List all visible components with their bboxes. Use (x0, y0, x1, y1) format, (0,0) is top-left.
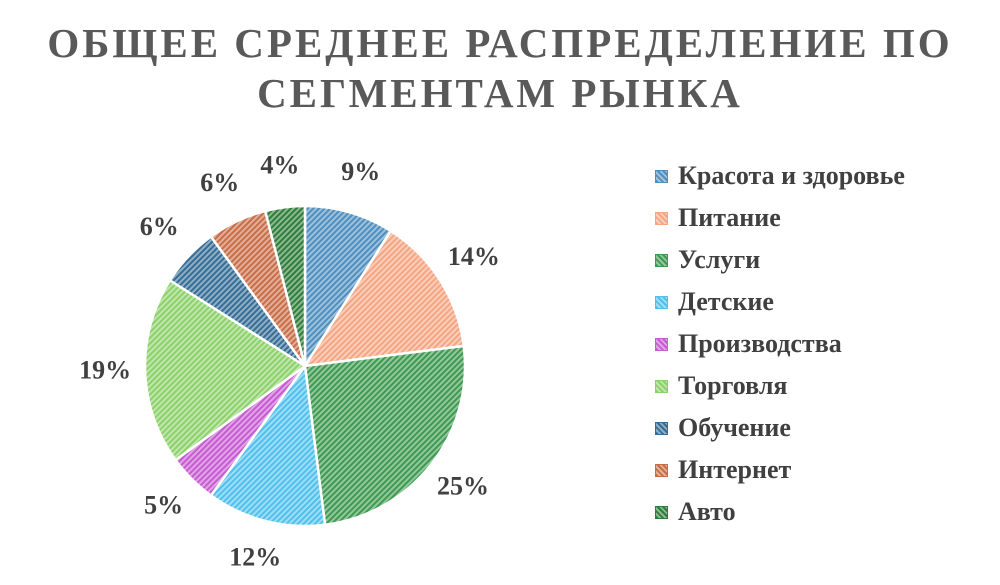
chart-title-line-1: ОБЩЕЕ СРЕДНЕЕ РАСПРЕДЕЛЕНИЕ ПО (47, 20, 953, 66)
pie-slice-2 (302, 229, 466, 368)
legend-item: Услуги (655, 239, 905, 281)
legend-swatch (655, 253, 668, 267)
chart-legend: Красота и здоровье Питание Услуги Детские Пр… (655, 155, 905, 533)
legend-item: Производства (655, 323, 905, 365)
legend-label: Питание (678, 203, 781, 232)
legend-item: Питание (655, 197, 905, 239)
pie-slice-4 (209, 362, 327, 528)
legend-label: Интернет (678, 455, 792, 484)
pie-slice-3 (303, 344, 467, 527)
data-label-4: 12% (229, 543, 281, 572)
legend-label: Производства (678, 329, 842, 358)
legend-item: Авто (655, 491, 905, 533)
pie-slice-9 (263, 204, 307, 367)
pie-slice-6 (143, 278, 308, 462)
legend-item: Красота и здоровье (655, 155, 905, 197)
legend-item: Обучение (655, 407, 905, 449)
data-label-5: 5% (144, 490, 183, 519)
data-label-3: 25% (437, 472, 489, 501)
legend-label: Обучение (678, 413, 791, 442)
chart-title: ОБЩЕЕ СРЕДНЕЕ РАСПРЕДЕЛЕНИЕ ПО СЕГМЕНТАМ… (0, 18, 1000, 118)
legend-label: Детские (678, 287, 774, 316)
legend-swatch (655, 379, 668, 393)
legend-swatch (655, 295, 668, 309)
legend-item: Торговля (655, 365, 905, 407)
legend-label: Торговля (678, 371, 788, 400)
data-label-7: 6% (140, 212, 179, 241)
legend-swatch (655, 211, 668, 225)
chart-title-line-2: СЕГМЕНТАМ РЫНКА (257, 70, 743, 116)
data-label-8: 6% (200, 168, 239, 197)
data-label-1: 9% (341, 157, 380, 186)
legend-item: Детские (655, 281, 905, 323)
data-label-9: 4% (260, 151, 299, 180)
legend-label: Услуги (678, 245, 761, 274)
legend-item: Интернет (655, 449, 905, 491)
data-label-6: 19% (79, 355, 131, 384)
legend-swatch (655, 169, 668, 183)
legend-swatch (655, 421, 668, 435)
legend-swatch (655, 505, 668, 519)
legend-label: Красота и здоровье (678, 161, 905, 190)
legend-swatch (655, 337, 668, 351)
data-label-2: 14% (448, 242, 500, 271)
legend-swatch (655, 463, 668, 477)
pie-slice-1 (303, 204, 393, 371)
legend-label: Авто (678, 497, 736, 526)
